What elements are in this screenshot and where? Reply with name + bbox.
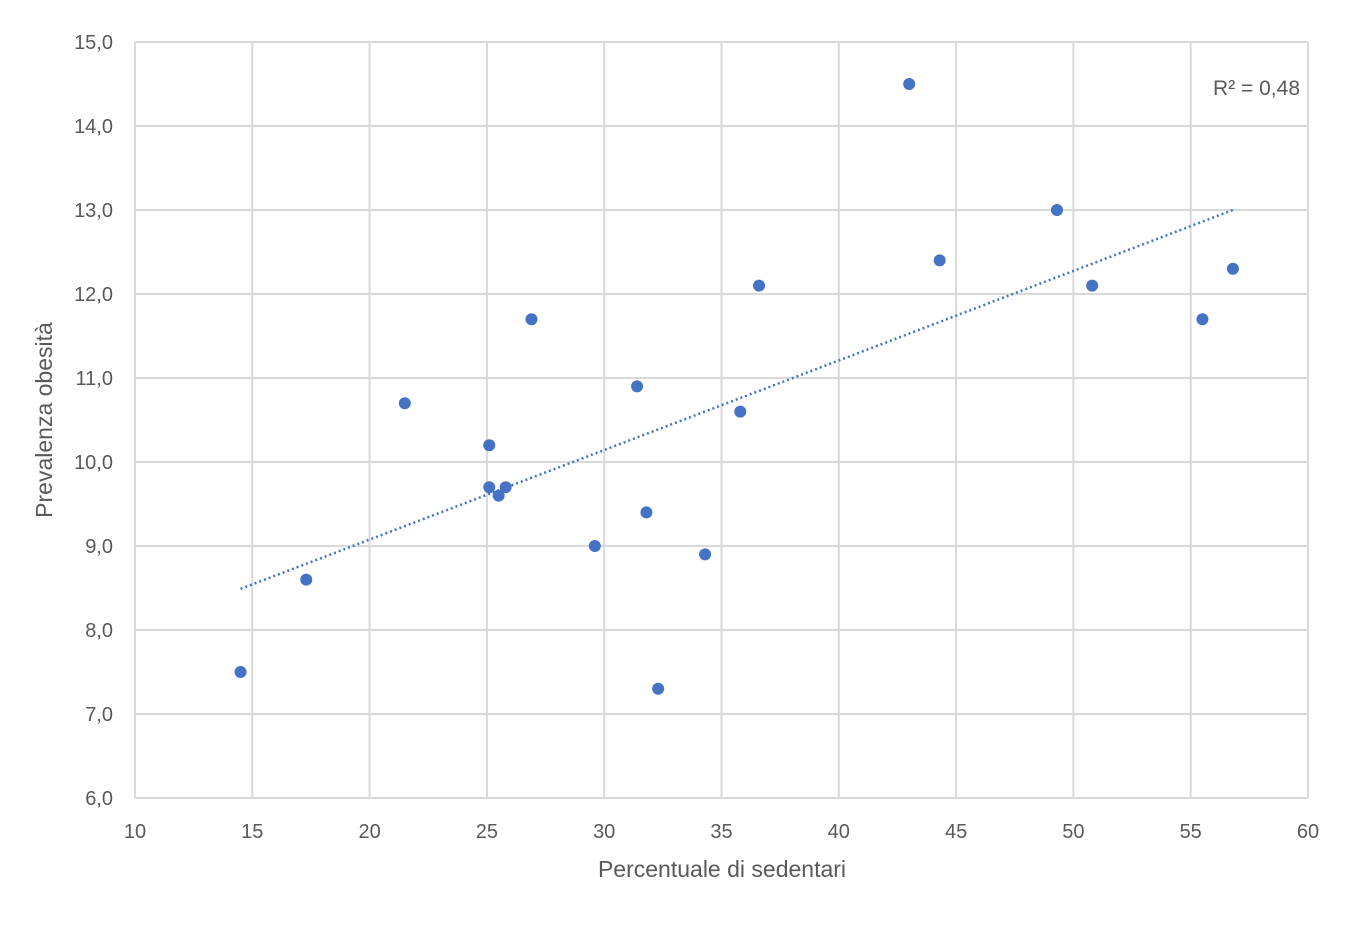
x-tick-label: 45 — [945, 821, 967, 843]
data-point — [933, 254, 946, 267]
data-point — [1050, 204, 1063, 216]
y-tick-label: 9,0 — [85, 536, 113, 558]
data-point — [1226, 262, 1239, 275]
data-point — [588, 540, 601, 552]
gridlines — [134, 41, 1309, 799]
data-point — [652, 682, 665, 695]
x-tick-label: 10 — [124, 821, 146, 843]
data-point — [492, 489, 505, 502]
x-axis-title: Percentuale di sedentari — [598, 856, 846, 882]
data-point — [483, 439, 496, 452]
y-tick-label: 11,0 — [76, 368, 113, 390]
data-point — [640, 506, 653, 519]
r-squared-annotation: R² = 0,48 — [1213, 77, 1300, 100]
y-tick-label: 10,0 — [74, 452, 113, 474]
x-tick-label: 25 — [476, 821, 498, 843]
data-point — [1086, 279, 1099, 292]
y-tick-label: 12,0 — [74, 284, 113, 306]
data-point — [499, 481, 512, 494]
x-tick-label: 15 — [241, 821, 263, 843]
y-tick-label: 6,0 — [85, 788, 113, 810]
data-point — [699, 548, 712, 561]
x-tick-label: 50 — [1062, 821, 1084, 843]
x-tick-label: 60 — [1297, 821, 1319, 843]
data-point — [753, 279, 766, 292]
data-point — [1196, 313, 1209, 326]
trendline — [240, 208, 1234, 591]
data-point — [300, 573, 313, 586]
data-point — [903, 78, 916, 90]
data-point — [398, 397, 411, 410]
y-tick-label: 8,0 — [85, 620, 113, 642]
y-tick-label: 13,0 — [74, 200, 113, 222]
tick-labels: 10 15 20 25 30 35 40 45 50 55 60 6,0 7,0 8,0 9,0 10,0 11… — [74, 32, 1319, 843]
data-point — [234, 666, 247, 678]
x-tick-label: 55 — [1180, 821, 1202, 843]
data-point — [734, 405, 747, 418]
data-point — [483, 481, 496, 494]
x-tick-label: 30 — [593, 821, 615, 843]
y-tick-label: 14,0 — [74, 116, 113, 138]
y-axis-title: Prevalenza obesità — [31, 322, 57, 518]
x-tick-label: 20 — [358, 821, 380, 843]
y-tick-label: 7,0 — [85, 704, 113, 726]
x-tick-label: 40 — [828, 821, 850, 843]
data-point — [525, 313, 538, 326]
x-tick-label: 35 — [710, 821, 732, 843]
data-points — [234, 78, 1239, 695]
y-tick-label: 15,0 — [74, 32, 113, 54]
data-point — [631, 380, 644, 393]
